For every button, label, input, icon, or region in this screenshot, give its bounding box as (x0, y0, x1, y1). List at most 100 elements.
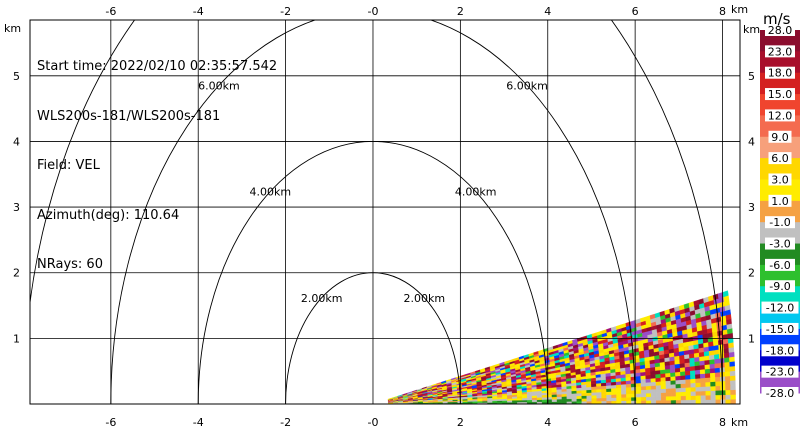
scan-cell (699, 364, 706, 370)
scan-cell (725, 399, 731, 404)
scan-cell (616, 390, 622, 395)
scan-cell (675, 379, 682, 385)
scan-cell (724, 375, 731, 382)
scan-cell (724, 356, 730, 363)
grid (30, 20, 740, 404)
scan-cell (675, 383, 682, 389)
scan-cell (680, 383, 687, 389)
scan-cell (665, 399, 672, 404)
scan-cell (720, 389, 726, 396)
scan-cell (670, 399, 677, 404)
colorbar-label: -28.0 (766, 387, 794, 400)
scan-cell (591, 397, 597, 402)
scan-cell (556, 396, 563, 400)
x-tick-label-bottom: 6 (632, 416, 639, 429)
colorbar-label-bg (761, 387, 799, 399)
scan-cell (724, 366, 731, 372)
scan-cell (616, 393, 622, 398)
scan-cell (556, 398, 563, 402)
scan-cell (626, 390, 632, 395)
scan-cell (521, 399, 528, 403)
scan-cell (715, 380, 721, 387)
scan-cell (655, 377, 662, 382)
scan-cell (601, 391, 607, 396)
scan-cell (660, 392, 667, 397)
scan-cell (665, 368, 671, 374)
scan-cell (705, 399, 711, 404)
range-ring-label: 6.00km (506, 79, 548, 92)
scan-cell (541, 396, 548, 400)
scan-cell (728, 351, 735, 358)
scan-cell (606, 397, 612, 402)
colorbar-label: -23.0 (766, 366, 794, 379)
scan-cell (695, 382, 701, 388)
azimuth-label: Azimuth(deg): 110.64 (37, 207, 180, 223)
scan-cell (730, 389, 736, 395)
scan-cell (720, 399, 726, 404)
scan-cell (690, 374, 696, 380)
x-tick-label-top: -6 (105, 5, 116, 18)
scan-cell (700, 377, 706, 383)
scan-cell (685, 382, 692, 388)
scan-cell (704, 363, 711, 370)
scan-cell (601, 388, 607, 393)
scan-cell (690, 391, 697, 396)
scan-cell (655, 392, 662, 397)
x-tick-label-bottom: -0 (368, 416, 379, 429)
scan-cell (635, 389, 642, 394)
range-ring (110, 20, 636, 404)
scan-cell (725, 389, 731, 396)
scan-cell (728, 346, 735, 353)
scan-cell (610, 384, 617, 389)
scan-cell (621, 390, 627, 395)
scan-cell (640, 382, 647, 387)
scan-cell (650, 388, 657, 394)
scan-cell (635, 379, 642, 384)
scan-cell (684, 370, 691, 376)
scan-cell (722, 290, 729, 298)
colorbar-label-bg (765, 237, 795, 250)
scan-cell (626, 400, 632, 404)
x-tick-label-bottom: -2 (280, 416, 291, 429)
scan-cell (625, 386, 632, 391)
colorbar-label-bg (765, 45, 795, 58)
scan-cell (581, 389, 587, 394)
scan-cell (626, 396, 632, 401)
range-ring-label: 2.00km (301, 292, 343, 305)
scan-cell (715, 394, 721, 400)
y-tick-label-left: 5 (13, 70, 20, 83)
scan-cell (601, 394, 607, 399)
y-tick-label-left: 2 (13, 267, 20, 280)
scan-cell (621, 397, 627, 401)
x-tick-label-top: 6 (632, 5, 639, 18)
scan-cell (680, 399, 687, 404)
scan-cell (576, 398, 582, 402)
scan-cell (635, 386, 642, 391)
scan-cell (645, 378, 652, 383)
scan-cell (631, 396, 637, 401)
scan-cell (536, 399, 543, 402)
scan-cell (695, 399, 702, 404)
scan-cell (685, 399, 692, 404)
colorbar-label-bg (765, 66, 795, 79)
scan-cell (680, 375, 686, 381)
scan-cell (690, 378, 696, 384)
scan-cell (640, 385, 647, 391)
scan-cell (631, 389, 637, 395)
scan-cell (675, 387, 682, 393)
scan-cell (714, 371, 721, 378)
scan-cell (723, 352, 730, 359)
scan-cell (694, 369, 701, 375)
range-rings: 2.00km2.00km4.00km4.00km6.00km6.00km8.00… (30, 20, 723, 404)
x-unit-top: km (731, 3, 748, 16)
scan-cell (695, 386, 702, 392)
scan-cell (611, 390, 617, 395)
scan-cell (725, 380, 731, 386)
scan-cell (651, 392, 657, 397)
field-label: Field: VEL (37, 158, 100, 173)
colorbar-label: -6.0 (769, 259, 790, 272)
scan-cell (680, 379, 686, 385)
y-tick-label-left: 3 (13, 201, 20, 214)
instrument-label: WLS200s-181/WLS200s-181 (37, 108, 221, 124)
